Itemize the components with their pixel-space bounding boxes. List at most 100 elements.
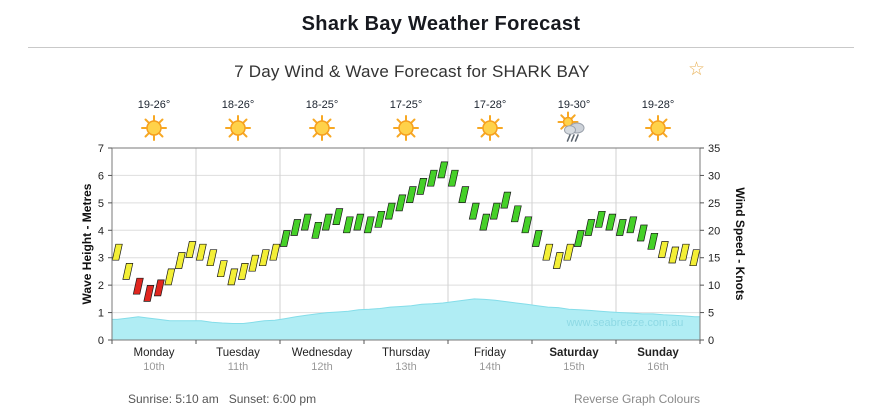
wind-barb bbox=[311, 221, 323, 239]
sun-disc bbox=[650, 120, 666, 136]
right-axis-tick-label: 35 bbox=[708, 143, 720, 155]
wave-height-area bbox=[112, 298, 700, 340]
day-temp-range: 19-26° bbox=[138, 99, 171, 111]
sun-ray bbox=[480, 132, 486, 138]
day-date: 15th bbox=[563, 361, 584, 373]
favorite-star-icon[interactable]: ☆ bbox=[688, 59, 706, 80]
left-axis-tick-label: 6 bbox=[98, 170, 104, 182]
sun-disc bbox=[482, 120, 498, 136]
wind-barb bbox=[395, 194, 407, 212]
wind-barb bbox=[500, 191, 512, 209]
sun-ray bbox=[326, 118, 332, 124]
day-temp-range: 19-30° bbox=[558, 99, 591, 111]
sun-ray bbox=[144, 132, 150, 138]
wind-barb bbox=[321, 213, 333, 231]
wind-barb bbox=[626, 216, 638, 234]
rain-streak bbox=[566, 134, 571, 142]
wind-barb bbox=[605, 213, 617, 231]
rain-streak bbox=[570, 134, 575, 142]
wind-barb bbox=[269, 243, 281, 261]
sun-icon bbox=[645, 115, 671, 141]
sun-disc bbox=[398, 120, 414, 136]
wind-barb bbox=[468, 202, 480, 220]
wind-barb bbox=[489, 202, 501, 220]
sun-disc bbox=[314, 120, 330, 136]
wind-barb bbox=[573, 230, 585, 247]
wind-barb bbox=[552, 252, 564, 269]
wind-barb bbox=[363, 216, 375, 234]
day-temp-range: 18-25° bbox=[306, 99, 339, 111]
wind-barb bbox=[374, 210, 386, 228]
day-label: Sunday bbox=[637, 347, 679, 359]
day-date: 12th bbox=[311, 361, 332, 373]
right-axis-tick-label: 20 bbox=[708, 225, 720, 237]
wind-barb bbox=[258, 249, 270, 267]
wind-barb bbox=[416, 178, 428, 195]
wind-barb bbox=[279, 230, 291, 247]
wind-barb bbox=[300, 213, 312, 231]
watermark: www.seabreeze.com.au bbox=[566, 317, 684, 329]
sun-ray bbox=[662, 132, 668, 138]
sun-ray bbox=[326, 132, 332, 138]
wind-barb bbox=[657, 241, 669, 258]
sun-ray bbox=[396, 132, 402, 138]
sun-icon bbox=[141, 115, 167, 141]
wind-barb bbox=[447, 169, 459, 187]
sun-ray bbox=[242, 132, 248, 138]
wind-barb bbox=[668, 246, 680, 264]
sun-ray bbox=[228, 132, 234, 138]
wind-barb bbox=[437, 161, 449, 179]
wind-barb bbox=[111, 243, 123, 261]
wind-barb bbox=[237, 263, 249, 280]
rain-streak bbox=[574, 134, 579, 142]
sun-icon bbox=[225, 115, 251, 141]
wind-barb bbox=[458, 186, 470, 203]
wind-barb bbox=[332, 208, 344, 225]
day-label: Wednesday bbox=[292, 347, 353, 359]
wind-barb bbox=[185, 241, 197, 258]
day-label: Thursday bbox=[382, 347, 430, 359]
left-axis-tick-label: 0 bbox=[98, 335, 104, 347]
sun-ray bbox=[312, 132, 318, 138]
day-date: 16th bbox=[647, 361, 668, 373]
right-axis-tick-label: 15 bbox=[708, 253, 720, 265]
sun-ray bbox=[228, 118, 234, 124]
wind-barb bbox=[426, 169, 438, 187]
cloud-shape bbox=[564, 125, 576, 135]
right-axis-tick-label: 0 bbox=[708, 335, 714, 347]
sun-icon bbox=[393, 115, 419, 141]
wind-barb bbox=[216, 260, 228, 278]
left-axis-tick-label: 7 bbox=[98, 143, 104, 155]
wind-barb bbox=[342, 216, 354, 234]
day-date: 11th bbox=[228, 361, 249, 373]
sunset-text: Sunset: 6:00 pm bbox=[228, 392, 317, 406]
wind-barb bbox=[164, 268, 176, 286]
sun-ray bbox=[410, 132, 416, 138]
sun-ray bbox=[480, 118, 486, 124]
sun-ray bbox=[494, 118, 500, 124]
sun-times: Sunrise: 5:10 am Sunset: 6:00 pm bbox=[128, 392, 326, 406]
wind-barb bbox=[542, 243, 554, 261]
wind-barb bbox=[678, 243, 690, 261]
wind-barb bbox=[132, 277, 144, 295]
left-axis-label: Wave Height - Metres bbox=[80, 183, 94, 304]
wind-barb bbox=[563, 243, 575, 261]
wind-barb bbox=[479, 213, 491, 231]
sun-ray bbox=[560, 124, 566, 130]
sun-ray bbox=[312, 118, 318, 124]
reverse-graph-colours-link[interactable]: Reverse Graph Colours bbox=[573, 392, 700, 406]
plot-border bbox=[111, 147, 701, 341]
wind-barb bbox=[122, 263, 134, 280]
wind-barb bbox=[510, 205, 522, 223]
wind-barb bbox=[206, 249, 218, 267]
wind-barb bbox=[174, 252, 186, 269]
day-date: 10th bbox=[143, 361, 164, 373]
left-axis-tick-label: 1 bbox=[98, 308, 104, 320]
wind-barb bbox=[248, 254, 260, 272]
left-axis-tick-label: 2 bbox=[98, 280, 104, 292]
wind-barb bbox=[584, 219, 596, 236]
wind-barb bbox=[689, 249, 701, 267]
right-axis-tick-label: 30 bbox=[708, 170, 720, 182]
day-date: 14th bbox=[479, 361, 500, 373]
chart-title: 7 Day Wind & Wave Forecast for SHARK BAY bbox=[234, 62, 590, 81]
